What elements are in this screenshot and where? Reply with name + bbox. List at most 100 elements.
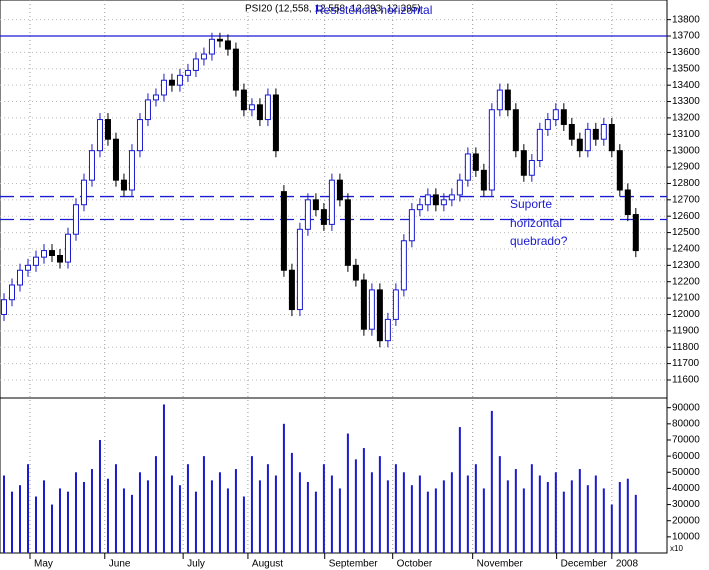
volume-bar: [530, 464, 533, 553]
candle-body: [112, 138, 119, 181]
x-tick-label: October: [397, 559, 433, 570]
volume-bar: [386, 480, 389, 553]
volume-bar: [58, 488, 61, 553]
y-tick-label: 13700: [672, 31, 700, 42]
candle-body: [200, 53, 207, 60]
candle-body: [384, 318, 391, 342]
volume-bar: [474, 464, 477, 553]
volume-bar: [42, 480, 45, 553]
y-tick-label: 12400: [672, 244, 700, 255]
candle-body: [88, 150, 95, 181]
candle-body: [320, 209, 327, 225]
annotation: quebrado?: [510, 234, 568, 248]
y-tick-label: 12900: [672, 162, 700, 173]
x-tick-label: September: [329, 559, 379, 570]
volume-bar: [290, 452, 293, 553]
candle-body: [376, 289, 383, 342]
volume-bar: [514, 469, 517, 553]
candle-body: [496, 89, 503, 111]
candle-body: [256, 104, 263, 121]
volume-bar: [394, 464, 397, 553]
volume-bar: [634, 494, 637, 553]
y-tick-label: 12800: [672, 178, 700, 189]
candle-body: [304, 199, 311, 230]
volume-bar: [362, 448, 365, 553]
y-tick-label: 12500: [672, 227, 700, 238]
volume-bar: [266, 464, 269, 553]
volume-bar: [154, 456, 157, 553]
volume-bar: [82, 481, 85, 553]
candle-body: [288, 269, 295, 311]
y-tick-label: 12300: [672, 260, 700, 271]
volume-bar: [538, 475, 541, 553]
candle-body: [16, 269, 23, 286]
volume-bar: [90, 469, 93, 553]
y-tick-label: 11800: [672, 342, 700, 353]
x-tick-label: August: [252, 559, 283, 570]
volume-bar: [234, 469, 237, 553]
volume-bar: [482, 488, 485, 553]
x-tick-label: July: [187, 559, 205, 570]
candle-body: [416, 204, 423, 211]
volume-bar: [250, 456, 253, 553]
volume-bar: [426, 491, 429, 553]
volume-unit: x10: [670, 544, 683, 553]
annotation: horizontal: [510, 216, 562, 230]
candle-body: [48, 250, 55, 257]
y-tick-label: 13600: [672, 47, 700, 58]
volume-bar: [450, 472, 453, 553]
candle-body: [136, 119, 143, 152]
x-tick-label: June: [109, 559, 131, 570]
candle-body: [472, 153, 479, 171]
y-tick-label: 50000: [672, 467, 700, 478]
x-tick-label: May: [34, 559, 53, 570]
x-tick-label: December: [561, 559, 608, 570]
volume-bar: [490, 410, 493, 553]
volume-bar: [130, 494, 133, 553]
volume-bar: [354, 459, 357, 553]
volume-bar: [98, 439, 101, 553]
candle-body: [560, 109, 567, 125]
volume-bar: [322, 464, 325, 553]
y-tick-label: 30000: [672, 499, 700, 510]
volume-bar: [330, 475, 333, 553]
candle-body: [328, 179, 335, 225]
y-tick-label: 13200: [672, 113, 700, 124]
volume-bar: [66, 491, 69, 553]
candle-body: [504, 89, 511, 111]
volume-bar: [138, 472, 141, 553]
candle-body: [0, 299, 7, 315]
candle-body: [544, 119, 551, 130]
volume-bar: [274, 475, 277, 553]
candle-body: [576, 138, 583, 152]
volume-bar: [570, 480, 573, 553]
candle-body: [600, 123, 607, 140]
y-tick-label: 13500: [672, 63, 700, 74]
candle-body: [272, 94, 279, 152]
candle-body: [264, 94, 271, 121]
candle-body: [224, 40, 231, 50]
candle-body: [168, 79, 175, 86]
y-tick-label: 13300: [672, 96, 700, 107]
candle-body: [96, 119, 103, 152]
candle-body: [160, 79, 167, 96]
volume-bar: [314, 491, 317, 553]
volume-bar: [522, 488, 525, 553]
volume-bar: [202, 456, 205, 553]
candle-body: [152, 94, 159, 101]
volume-bar: [18, 485, 21, 553]
candle-body: [432, 194, 439, 206]
y-tick-label: 12000: [672, 309, 700, 320]
candle-body: [592, 128, 599, 140]
y-tick-label: 12700: [672, 194, 700, 205]
volume-bar: [2, 475, 5, 553]
candle-body: [144, 99, 151, 121]
candle-body: [24, 264, 31, 271]
volume-bar: [194, 491, 197, 553]
candle-body: [32, 256, 39, 266]
candle-body: [624, 189, 631, 216]
candle-body: [208, 38, 215, 55]
volume-bar: [346, 433, 349, 553]
volume-bar: [618, 481, 621, 553]
